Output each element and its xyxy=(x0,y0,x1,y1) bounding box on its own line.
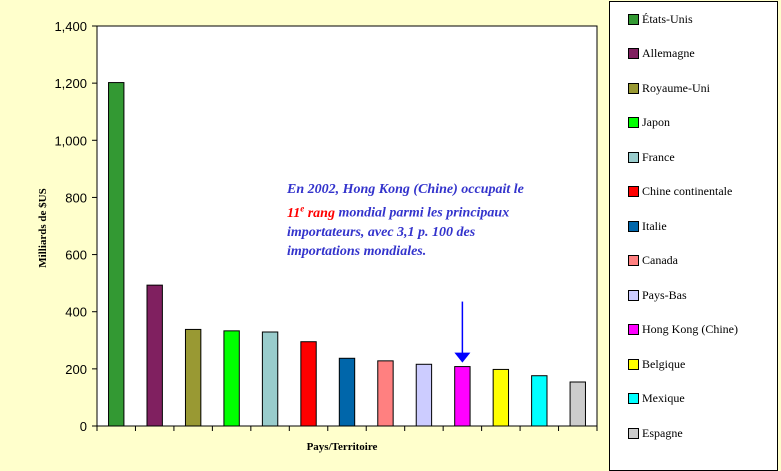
y-axis-title: Milliards de $US xyxy=(37,188,49,267)
legend-swatch xyxy=(628,83,639,94)
legend-item: Mexique xyxy=(628,391,685,407)
bar-3 xyxy=(185,329,200,426)
legend-label: Italie xyxy=(642,219,667,234)
annotation-rank-word: rang xyxy=(304,206,335,221)
bar-13 xyxy=(570,382,585,426)
annotation-rank-number: 11 xyxy=(287,206,300,221)
bar-8 xyxy=(378,361,393,426)
legend-item: Allemagne xyxy=(628,46,695,62)
bar-9 xyxy=(416,364,431,426)
legend: États-Unis Allemagne Royaume-Uni Japon Franc… xyxy=(609,1,778,471)
bar-1 xyxy=(109,83,124,426)
bar-12 xyxy=(532,376,547,426)
legend-swatch xyxy=(628,428,639,439)
legend-swatch xyxy=(628,14,639,25)
legend-label: Belgique xyxy=(642,357,685,372)
legend-swatch xyxy=(628,290,639,301)
legend-item: États-Unis xyxy=(628,11,693,27)
x-axis xyxy=(97,426,597,431)
legend-label: Pays-Bas xyxy=(642,288,687,303)
legend-label: Allemagne xyxy=(642,46,695,61)
annotation-line-1: En 2002, Hong Kong (Chine) occupait le xyxy=(287,182,524,197)
y-tick-label: 1,000 xyxy=(54,133,87,148)
annotation-rank: 11e rang xyxy=(287,206,335,221)
bar-10 xyxy=(455,367,470,426)
legend-item: France xyxy=(628,149,675,165)
bar-11 xyxy=(493,369,508,426)
bar-7 xyxy=(339,358,354,426)
legend-swatch xyxy=(628,186,639,197)
legend-swatch xyxy=(628,48,639,59)
annotation-line-2: mondial parmi les principaux xyxy=(335,206,509,221)
legend-swatch xyxy=(628,324,639,335)
legend-label: Japon xyxy=(642,115,670,130)
annotation: En 2002, Hong Kong (Chine) occupait le 1… xyxy=(287,180,587,261)
legend-item: Espagne xyxy=(628,425,683,441)
legend-swatch xyxy=(628,152,639,163)
y-axis: 0 200 400 600 800 1,000 1,200 1,400 xyxy=(54,19,97,434)
legend-item: Japon xyxy=(628,115,670,131)
legend-item: Italie xyxy=(628,218,667,234)
legend-label: Espagne xyxy=(642,426,683,441)
bar-4 xyxy=(224,331,239,426)
y-tick-label: 1,200 xyxy=(54,76,87,91)
annotation-line-4: importations mondiales. xyxy=(287,244,426,259)
legend-item: Belgique xyxy=(628,356,685,372)
legend-swatch xyxy=(628,221,639,232)
x-axis-title: Pays/Territoire xyxy=(307,441,378,453)
y-tick-label: 800 xyxy=(65,190,87,205)
annotation-line-3: importateurs, avec 3,1 p. 100 des xyxy=(287,225,475,240)
y-tick-label: 400 xyxy=(65,305,87,320)
legend-label: Chine continentale xyxy=(642,184,732,199)
legend-label: Mexique xyxy=(642,391,685,406)
legend-item: Pays-Bas xyxy=(628,287,687,303)
legend-label: Royaume-Uni xyxy=(642,81,710,96)
legend-item: Royaume-Uni xyxy=(628,80,710,96)
y-tick-label: 600 xyxy=(65,248,87,263)
bar-5 xyxy=(262,332,277,426)
legend-swatch xyxy=(628,255,639,266)
legend-swatch xyxy=(628,359,639,370)
legend-item: Canada xyxy=(628,253,678,269)
legend-swatch xyxy=(628,117,639,128)
bar-6 xyxy=(301,342,316,426)
bar-2 xyxy=(147,285,162,426)
y-tick-label: 1,400 xyxy=(54,19,87,34)
legend-label: France xyxy=(642,150,675,165)
y-tick-label: 0 xyxy=(80,419,87,434)
legend-swatch xyxy=(628,393,639,404)
legend-label: États-Unis xyxy=(642,12,693,27)
legend-label: Hong Kong (Chine) xyxy=(642,322,738,337)
legend-item: Chine continentale xyxy=(628,184,732,200)
y-tick-label: 200 xyxy=(65,362,87,377)
legend-label: Canada xyxy=(642,253,678,268)
legend-item: Hong Kong (Chine) xyxy=(628,322,738,338)
